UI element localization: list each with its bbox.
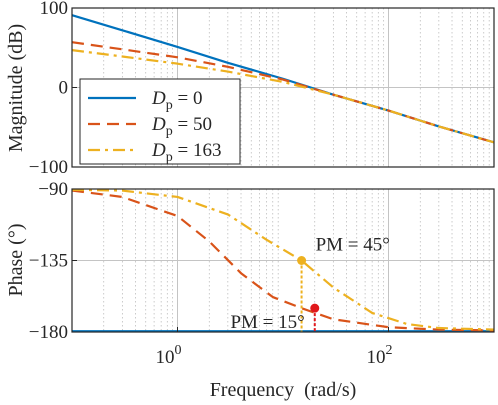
- legend-label: Dp = 163: [151, 140, 221, 165]
- phase-annotations: PM = 45° PM = 15°: [230, 235, 389, 334]
- y-tick-label: 100: [40, 0, 69, 19]
- phase-series: [71, 188, 495, 333]
- x-tick-label: 102: [367, 343, 393, 368]
- phase-margin-label: PM = 15°: [230, 312, 304, 333]
- y-tick-label: −90: [38, 179, 68, 200]
- pm-marker: [297, 256, 307, 265]
- legend-label: Dp = 0: [151, 88, 202, 113]
- y-tick-label: −180: [29, 322, 68, 343]
- series-line-dp-50: [71, 189, 495, 332]
- x-tick-label: 100: [156, 343, 182, 368]
- y-tick-label: −100: [29, 157, 68, 178]
- magnitude-y-ticks: 100 0 −100: [29, 0, 77, 178]
- y-tick-label: 0: [59, 78, 69, 99]
- series-line-dp-163: [71, 188, 495, 331]
- series-line-dp-163: [71, 49, 495, 144]
- magnitude-panel: 100 0 −100 Magnitude (dB) Dp = 0Dp = 50Dp …: [5, 0, 495, 178]
- magnitude-series: [71, 14, 495, 144]
- frequency-x-axis-label: Frequency (rad/s): [210, 379, 357, 401]
- phase-x-ticks: 100 102: [156, 327, 393, 368]
- y-tick-label: −135: [29, 251, 68, 272]
- magnitude-y-axis-label: Magnitude (dB): [5, 24, 27, 152]
- phase-margin-label: PM = 45°: [316, 235, 390, 256]
- series-line-dp-50: [71, 41, 495, 144]
- pm-marker: [310, 303, 320, 313]
- phase-panel: PM = 45° PM = 15° −90 −135 −180 100 102 Phas…: [5, 179, 495, 401]
- legend-label: Dp = 50: [151, 114, 212, 139]
- phase-y-ticks: −90 −135 −180: [29, 179, 77, 343]
- phase-y-axis-label: Phase (°): [5, 224, 27, 297]
